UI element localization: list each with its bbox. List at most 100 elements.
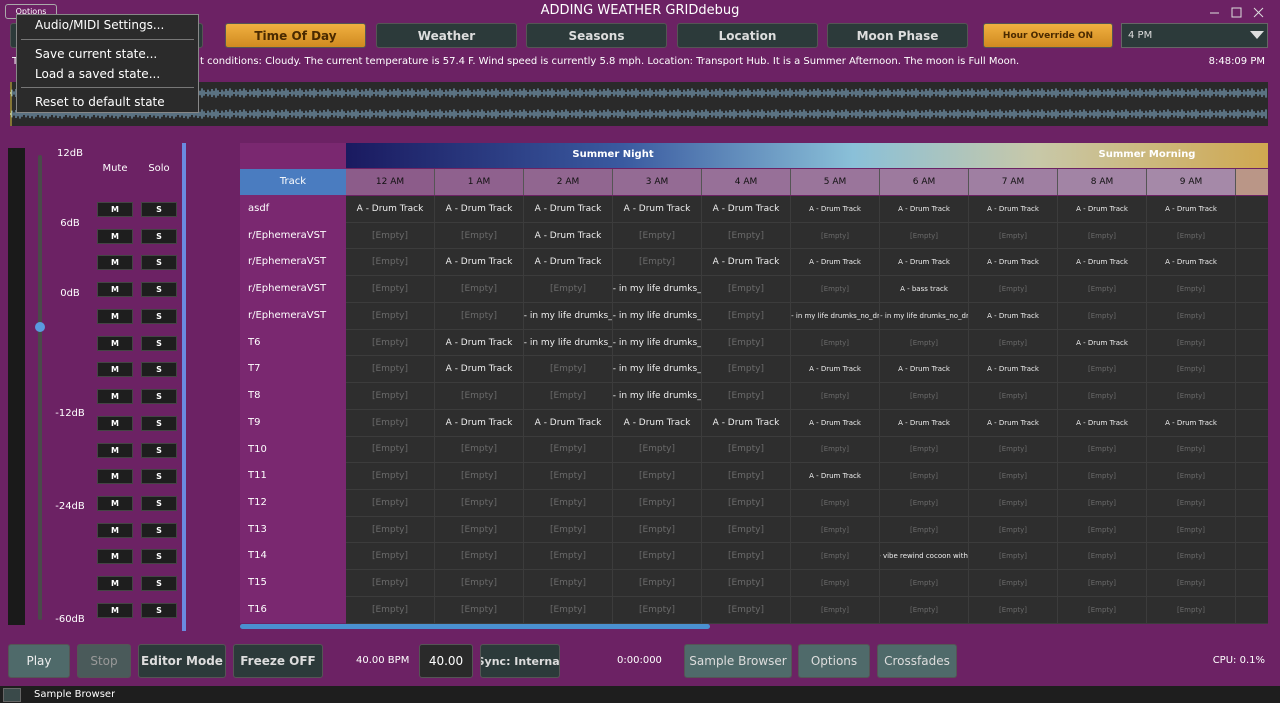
grid-cell[interactable]: [Empty]: [524, 490, 613, 517]
grid-cell[interactable]: A - in my life drumks_no_dr...: [791, 302, 880, 330]
tab-button[interactable]: Moon Phase: [827, 23, 968, 48]
grid-cell[interactable]: [Empty]: [613, 463, 702, 491]
grid-cell[interactable]: [1236, 410, 1268, 437]
solo-button[interactable]: S: [141, 202, 177, 217]
grid-cell[interactable]: [Empty]: [1147, 383, 1236, 410]
grid-cell[interactable]: [1236, 276, 1268, 303]
grid-cell[interactable]: A - Drum Track: [1058, 329, 1147, 357]
freeze-button[interactable]: Freeze OFF: [233, 644, 323, 678]
grid-cell[interactable]: [Empty]: [1147, 302, 1236, 330]
grid-cell[interactable]: [Empty]: [524, 596, 613, 624]
menu-item[interactable]: Save current state...: [35, 47, 158, 61]
mute-button[interactable]: M: [97, 308, 133, 324]
grid-cell[interactable]: [Empty]: [969, 436, 1058, 464]
grid-cell[interactable]: [Empty]: [524, 383, 613, 410]
grid-cell[interactable]: [Empty]: [346, 543, 435, 571]
grid-cell[interactable]: [1236, 517, 1268, 544]
grid-cell[interactable]: [Empty]: [1058, 543, 1147, 571]
grid-cell[interactable]: [Empty]: [969, 276, 1058, 303]
grid-cell[interactable]: [Empty]: [1147, 356, 1236, 384]
grid-cell[interactable]: [Empty]: [524, 516, 613, 544]
grid-cell[interactable]: [Empty]: [613, 543, 702, 571]
mute-button[interactable]: M: [97, 415, 133, 431]
grid-cell[interactable]: [Empty]: [1147, 222, 1236, 250]
grid-cell[interactable]: [Empty]: [702, 383, 791, 410]
grid-cell[interactable]: A - Drum Track: [435, 329, 524, 357]
solo-button[interactable]: S: [141, 228, 177, 244]
grid-cell[interactable]: [Empty]: [969, 222, 1058, 250]
grid-cell[interactable]: A - Drum Track: [346, 196, 435, 223]
grid-cell[interactable]: [Empty]: [346, 222, 435, 250]
grid-cell[interactable]: [Empty]: [524, 356, 613, 384]
grid-cell[interactable]: [Empty]: [613, 436, 702, 464]
grid-cell[interactable]: A - Drum Track: [791, 196, 880, 223]
grid-cell[interactable]: [Empty]: [346, 276, 435, 303]
grid-cell[interactable]: A - Drum Track: [524, 249, 613, 277]
grid-cell[interactable]: [Empty]: [702, 276, 791, 303]
grid-cell[interactable]: A - Drum Track: [969, 302, 1058, 330]
grid-cell[interactable]: A - bass track: [880, 276, 969, 303]
grid-cell[interactable]: [Empty]: [969, 329, 1058, 357]
grid-cell[interactable]: A - Drum Track: [435, 249, 524, 277]
grid-cell[interactable]: A - Drum Track: [1147, 409, 1236, 437]
solo-button[interactable]: S: [141, 442, 177, 458]
grid-cell[interactable]: A - Drum Track: [1147, 196, 1236, 223]
grid-cell[interactable]: [1236, 437, 1268, 464]
tab-button[interactable]: Location: [677, 23, 818, 48]
solo-button[interactable]: S: [141, 522, 177, 538]
grid-cell[interactable]: A - in my life drumks_...: [613, 302, 702, 330]
editor-mode-button[interactable]: Editor Mode: [138, 644, 226, 678]
grid-cell[interactable]: [Empty]: [880, 596, 969, 624]
menu-item[interactable]: Load a saved state...: [35, 67, 161, 81]
grid-cell[interactable]: [Empty]: [1058, 490, 1147, 517]
grid-cell[interactable]: A - in my life drumks_...: [613, 329, 702, 357]
sample-browser-button[interactable]: Sample Browser: [684, 644, 792, 678]
solo-button[interactable]: S: [141, 255, 177, 271]
grid-cell[interactable]: A - Drum Track: [702, 249, 791, 277]
mute-button[interactable]: M: [97, 335, 133, 351]
solo-button[interactable]: S: [141, 576, 177, 592]
grid-cell[interactable]: A - Drum Track: [1147, 249, 1236, 277]
solo-button[interactable]: S: [141, 282, 177, 298]
grid-cell[interactable]: [Empty]: [1147, 329, 1236, 357]
grid-cell[interactable]: [Empty]: [969, 383, 1058, 410]
grid-cell[interactable]: [Empty]: [613, 249, 702, 277]
grid-cell[interactable]: A - Drum Track: [702, 409, 791, 437]
grid-cell[interactable]: [Empty]: [346, 249, 435, 277]
grid-cell[interactable]: A - Drum Track: [880, 356, 969, 384]
grid-cell[interactable]: [Empty]: [435, 436, 524, 464]
mute-button[interactable]: M: [97, 228, 133, 244]
grid-cell[interactable]: [Empty]: [1147, 276, 1236, 303]
grid-cell[interactable]: [Empty]: [1058, 570, 1147, 597]
grid-cell[interactable]: A - Drum Track: [969, 249, 1058, 277]
grid-cell[interactable]: A - Drum Track: [791, 409, 880, 437]
footer-toggle[interactable]: [3, 688, 21, 702]
grid-cell[interactable]: [Empty]: [880, 570, 969, 597]
sync-button[interactable]: Sync: Internal: [480, 644, 560, 678]
mute-button[interactable]: M: [97, 522, 133, 538]
grid-cell[interactable]: [Empty]: [791, 329, 880, 357]
grid-cell[interactable]: A - Drum Track: [435, 356, 524, 384]
grid-cell[interactable]: [Empty]: [702, 596, 791, 624]
grid-cell[interactable]: [1236, 543, 1268, 571]
grid-cell[interactable]: [Empty]: [1147, 463, 1236, 491]
grid-cell[interactable]: [Empty]: [346, 570, 435, 597]
grid-cell[interactable]: [Empty]: [1058, 356, 1147, 384]
mute-button[interactable]: M: [97, 469, 133, 485]
grid-cell[interactable]: A - in my life drumks_...: [524, 302, 613, 330]
grid-cell[interactable]: [Empty]: [969, 516, 1058, 544]
grid-cell[interactable]: [Empty]: [791, 276, 880, 303]
grid-cell[interactable]: A - Drum Track: [791, 356, 880, 384]
mute-button[interactable]: M: [97, 255, 133, 271]
grid-cell[interactable]: A - Drum Track: [969, 409, 1058, 437]
grid-cell[interactable]: [Empty]: [524, 463, 613, 491]
tab-button[interactable]: Weather: [376, 23, 517, 48]
grid-cell[interactable]: [Empty]: [435, 302, 524, 330]
grid-cell[interactable]: [Empty]: [702, 490, 791, 517]
grid-cell[interactable]: [Empty]: [880, 383, 969, 410]
grid-cell[interactable]: [Empty]: [435, 383, 524, 410]
grid-cell[interactable]: [Empty]: [702, 570, 791, 597]
grid-cell[interactable]: [Empty]: [346, 463, 435, 491]
grid-cell[interactable]: [Empty]: [613, 490, 702, 517]
grid-cell[interactable]: A - in my life drumks_no_dr...: [880, 302, 969, 330]
